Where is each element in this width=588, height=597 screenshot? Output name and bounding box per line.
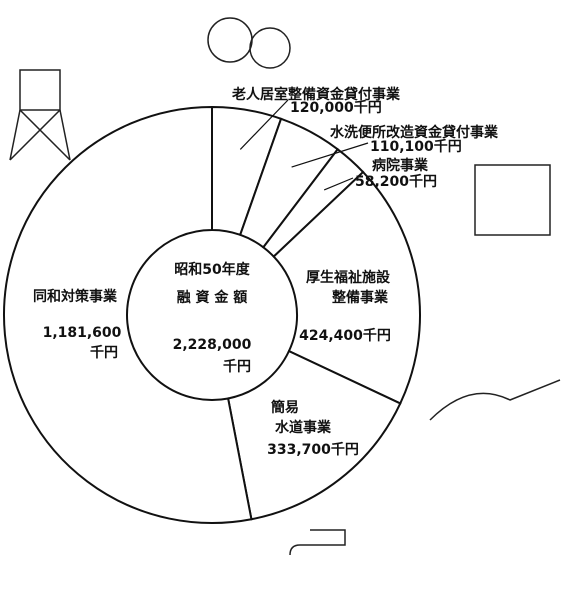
value-label: 424,400千円 <box>299 327 391 344</box>
center-title: 昭和50年度 <box>174 261 250 278</box>
value-label: 120,000千円 <box>290 99 382 116</box>
elder-face <box>250 28 290 68</box>
tower-legs <box>10 110 70 160</box>
faucet <box>290 530 345 555</box>
chart: 老人居室整備資金貸付事業120,000千円水洗便所改造資金貸付事業110,100… <box>0 0 588 597</box>
value-label: 58,200千円 <box>355 173 437 190</box>
elder-face <box>208 18 252 62</box>
hospital-building <box>475 165 550 235</box>
value-label: 333,700千円 <box>267 441 359 458</box>
slice-label: 同和対策事業 <box>33 288 118 305</box>
center-title: 融 資 金 額 <box>177 289 248 306</box>
slice-label: 病院事業 <box>372 157 429 174</box>
water-tower <box>20 70 60 110</box>
seesaw <box>430 380 560 420</box>
value-label: 110,100千円 <box>370 138 462 155</box>
